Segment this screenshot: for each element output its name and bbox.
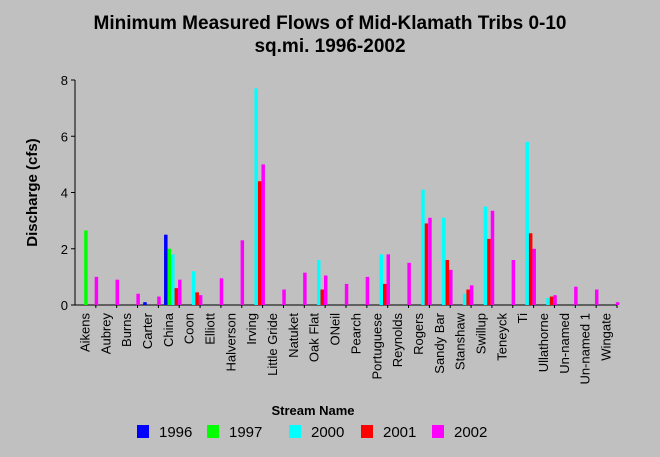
- bar-2000-ti: [525, 141, 529, 305]
- bar-2002-wingate: [615, 302, 620, 305]
- bar-2002-elliott: [219, 278, 224, 305]
- bar-2000-ullathorne: [546, 297, 550, 305]
- chart-title-line-1: Minimum Measured Flows of Mid-Klamath Tr…: [93, 13, 567, 34]
- bar-2000-rogers: [421, 189, 425, 305]
- bar-2001-irving: [257, 181, 262, 305]
- x-tick-label: Pearch: [348, 313, 363, 354]
- bar-2002-sandy-bar: [449, 269, 453, 305]
- bar-2000-oak-flat: [316, 260, 321, 305]
- bar-2002-oak-flat: [323, 275, 328, 305]
- bar-2002-rogers: [428, 217, 432, 305]
- y-axis-label: Discharge (cfs): [24, 138, 41, 246]
- bar-2002-portuguese: [386, 254, 391, 305]
- bar-2000-irving: [254, 88, 258, 305]
- bar-2002-halverson: [240, 240, 245, 305]
- y-tick-label: 8: [61, 73, 68, 88]
- bar-2001-swillup: [487, 238, 491, 305]
- x-tick-label: Stanshaw: [453, 312, 468, 370]
- x-tick-label: Wingate: [599, 313, 614, 361]
- x-tick-label: Burns: [119, 313, 134, 347]
- x-tick-label: Carter: [140, 312, 155, 349]
- bar-2000-swillup: [483, 206, 488, 305]
- legend-swatch-1997: [207, 425, 219, 438]
- chart-title-line-2: sq.mi. 1996-2002: [254, 36, 406, 57]
- x-tick-label: Sandy Bar: [432, 312, 447, 373]
- x-tick-label: Reynolds: [390, 313, 405, 368]
- bar-2002-un-named-1: [594, 289, 599, 305]
- x-tick-label: Aubrey: [98, 313, 113, 355]
- bar-2002-swillup: [490, 210, 495, 305]
- bar-2002-burns: [136, 293, 140, 305]
- x-tick-label: Oak Flat: [307, 313, 322, 363]
- legend-label-2000: 2000: [311, 424, 344, 441]
- legend-label-2001: 2001: [383, 424, 416, 441]
- y-tick-label: 2: [61, 242, 68, 257]
- bar-2001-ti: [528, 233, 533, 305]
- bar-2002-irving: [261, 164, 265, 305]
- bar-2000-sandy-bar: [442, 217, 446, 305]
- bar-2001-oak-flat: [320, 289, 324, 305]
- bar-2001-coon: [195, 292, 199, 305]
- x-axis-label: Stream Name: [271, 403, 354, 418]
- bar-2002-little-gride: [282, 289, 286, 305]
- x-tick-label: Little Gride: [265, 313, 280, 376]
- x-tick-label: Un-named: [557, 313, 572, 374]
- bar-2002-carter: [157, 296, 161, 305]
- bar-2000-portuguese: [379, 254, 384, 305]
- legend-swatch-2001: [361, 425, 373, 438]
- y-tick-label: 0: [61, 298, 68, 313]
- x-tick-label: Irving: [244, 313, 259, 345]
- bar-2002-reynolds: [407, 262, 411, 305]
- bar-2002-oneil: [344, 283, 349, 305]
- legend-label-2002: 2002: [454, 424, 487, 441]
- bar-2002-ullathorne: [553, 295, 557, 305]
- bar-1997-china: [167, 248, 172, 305]
- bar-2001-stanshaw: [466, 289, 470, 305]
- bar-2000-china: [171, 254, 175, 305]
- x-tick-label: Teneyck: [494, 313, 509, 361]
- legend-label-1996: 1996: [159, 424, 192, 441]
- legend-swatch-1996: [137, 425, 149, 438]
- legend-swatch-2000: [289, 425, 301, 438]
- x-tick-label: Rogers: [411, 313, 426, 355]
- x-tick-label: Ullathorne: [536, 313, 551, 372]
- y-tick-label: 6: [61, 129, 68, 144]
- legend-swatch-2002: [432, 425, 444, 438]
- legend-label-1997: 1997: [229, 424, 262, 441]
- bar-2002-stanshaw: [469, 285, 474, 305]
- bar-2002-aikens: [94, 276, 99, 305]
- bar-2002-natuket: [303, 272, 307, 305]
- bar-1997-aikens: [84, 230, 88, 305]
- bar-1996-china: [164, 234, 168, 305]
- y-tick-label: 4: [61, 186, 68, 201]
- x-tick-label: Elliott: [203, 313, 218, 345]
- x-tick-label: Aikens: [77, 313, 92, 353]
- bar-2001-rogers: [424, 223, 429, 305]
- bar-1996-carter: [143, 302, 147, 305]
- bar-2002-ti: [532, 248, 536, 305]
- x-tick-label: Halverson: [223, 313, 238, 372]
- bar-2002-coon: [198, 295, 203, 305]
- bar-2002-pearch: [365, 276, 370, 305]
- bar-2002-china: [178, 279, 182, 305]
- x-tick-label: Ti: [515, 313, 530, 323]
- bar-2001-portuguese: [383, 283, 387, 305]
- bar-2001-ullathorne: [549, 296, 554, 305]
- bar-2002-un-named: [574, 286, 578, 305]
- x-tick-label: Natuket: [286, 313, 301, 358]
- bar-2002-aubrey: [115, 279, 120, 305]
- bar-2000-stanshaw: [462, 293, 467, 305]
- x-tick-label: Coon: [182, 313, 197, 344]
- x-tick-label: Portuguese: [369, 313, 384, 380]
- x-tick-label: ONeil: [328, 313, 343, 346]
- bar-2000-coon: [191, 271, 196, 305]
- bar-2001-sandy-bar: [445, 260, 450, 305]
- x-tick-label: Un-named 1: [578, 313, 593, 385]
- x-tick-label: China: [161, 312, 176, 347]
- bar-2001-china: [174, 288, 179, 305]
- bar-2002-teneyck: [511, 260, 516, 305]
- x-tick-label: Swillup: [474, 313, 489, 354]
